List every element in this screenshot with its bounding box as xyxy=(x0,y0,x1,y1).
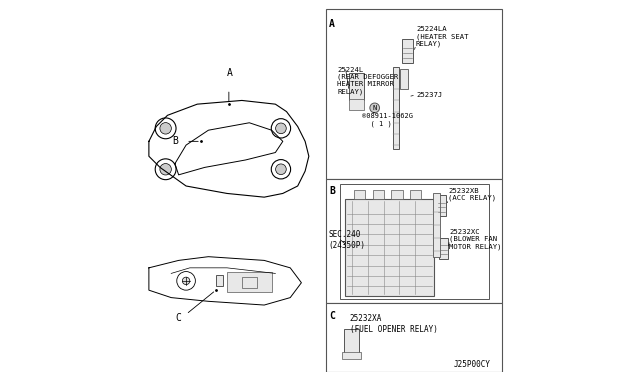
Bar xyxy=(216,275,223,286)
Circle shape xyxy=(160,123,172,134)
Bar xyxy=(354,190,365,199)
Circle shape xyxy=(160,164,172,175)
Text: ®08911-1062G
  ( 1 ): ®08911-1062G ( 1 ) xyxy=(362,113,413,127)
Text: A: A xyxy=(330,19,335,29)
Text: B: B xyxy=(330,186,335,196)
Circle shape xyxy=(156,118,176,139)
Bar xyxy=(326,303,502,372)
Circle shape xyxy=(156,159,176,180)
Bar xyxy=(344,329,359,353)
Text: SEC.240
(24350P): SEC.240 (24350P) xyxy=(328,230,365,250)
Bar xyxy=(345,199,434,296)
Bar xyxy=(437,195,447,216)
Bar xyxy=(326,9,502,179)
Circle shape xyxy=(182,277,190,285)
Bar xyxy=(227,272,271,292)
Bar xyxy=(340,184,489,299)
Circle shape xyxy=(276,123,286,134)
Bar xyxy=(349,99,364,110)
Bar xyxy=(342,352,361,359)
Bar xyxy=(349,73,364,100)
Text: 25237J: 25237J xyxy=(416,92,442,98)
Bar xyxy=(326,179,502,303)
Bar xyxy=(392,67,399,149)
Text: 25232XB
(ACC RELAY): 25232XB (ACC RELAY) xyxy=(449,188,497,201)
Text: J25P00CY: J25P00CY xyxy=(453,360,490,369)
Bar xyxy=(433,193,440,257)
Text: 25232XA
(FUEL OPENER RELAY): 25232XA (FUEL OPENER RELAY) xyxy=(349,314,438,334)
Text: 25232XC
(BLOWER FAN
MOTOR RELAY): 25232XC (BLOWER FAN MOTOR RELAY) xyxy=(449,229,502,250)
Bar xyxy=(439,238,449,259)
Text: B: B xyxy=(172,137,178,146)
Bar xyxy=(242,277,257,288)
Circle shape xyxy=(177,272,195,290)
Bar xyxy=(410,190,421,199)
Bar xyxy=(400,69,408,89)
Circle shape xyxy=(276,164,286,174)
Circle shape xyxy=(370,103,380,113)
Text: C: C xyxy=(330,311,335,321)
Circle shape xyxy=(271,160,291,179)
Text: C: C xyxy=(176,313,182,323)
Text: 25224L
(REAR DEFOGGER
HEATER MIRROR
RELAY): 25224L (REAR DEFOGGER HEATER MIRROR RELA… xyxy=(337,67,398,95)
Circle shape xyxy=(271,119,291,138)
Text: A: A xyxy=(227,68,233,78)
Bar xyxy=(373,190,384,199)
Bar xyxy=(392,190,403,199)
Bar xyxy=(402,39,413,63)
Text: 25224LA
(HEATER SEAT
RELAY): 25224LA (HEATER SEAT RELAY) xyxy=(416,26,468,47)
Text: N: N xyxy=(372,105,377,111)
